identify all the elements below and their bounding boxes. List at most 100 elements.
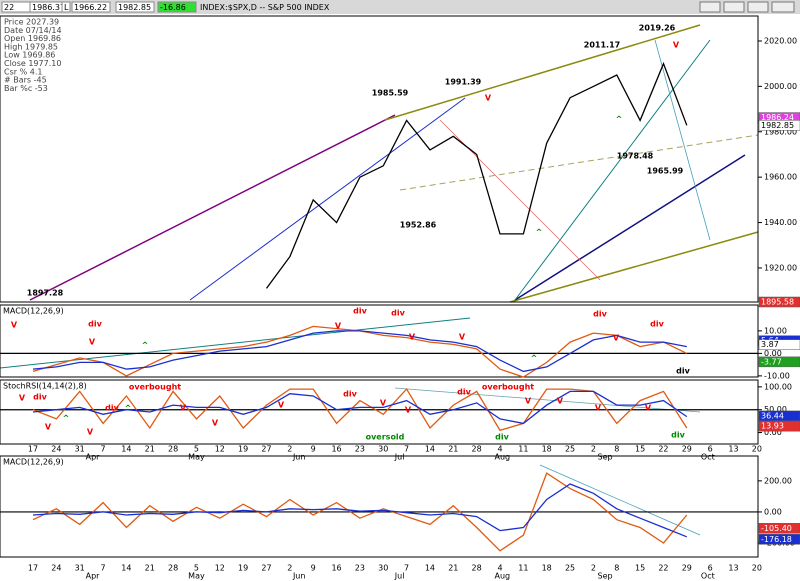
x-tick-label: 17 <box>28 445 38 454</box>
y-tick-label: 1980.00 <box>764 127 797 136</box>
x-tick-label: 8 <box>614 564 619 573</box>
annotation: div <box>343 390 357 399</box>
trendline <box>539 464 701 536</box>
value-tag <box>758 534 800 545</box>
annotation: div <box>391 309 405 318</box>
annotation: overbought <box>129 383 181 392</box>
annotation: div <box>353 307 367 316</box>
x-tick-label: 28 <box>472 445 482 454</box>
annotation: V <box>380 399 387 408</box>
annotation: 1985.59 <box>372 89 409 98</box>
annotation: V <box>45 423 52 432</box>
toolbar-value: L <box>64 3 69 12</box>
x-tick-label: 22 <box>658 445 668 454</box>
info-line: Close 1977.10 <box>4 59 61 68</box>
x-tick-label: 24 <box>51 445 61 454</box>
trendline <box>29 114 396 301</box>
y-tick-label: -10.00 <box>764 371 790 380</box>
series-line <box>32 388 688 432</box>
value-tag-label: 1982.85 <box>761 121 794 130</box>
x-tick-label: 2 <box>287 445 292 454</box>
x-tick-label: 7 <box>404 445 409 454</box>
value-tag-label: -105.40 <box>761 524 792 533</box>
x-tick-label: 7 <box>404 564 409 573</box>
info-line: Open 1969.86 <box>4 34 61 43</box>
annotation: div <box>671 431 685 440</box>
value-tag <box>758 420 800 432</box>
annotation: ^ <box>531 354 538 363</box>
value-tag <box>758 523 800 534</box>
month-label: May <box>188 453 205 462</box>
x-tick-label: 25 <box>565 445 575 454</box>
x-tick-label: 21 <box>145 445 155 454</box>
trendline <box>514 154 746 301</box>
x-tick-label: 29 <box>682 564 692 573</box>
month-label: Jun <box>292 572 306 581</box>
annotation: V <box>645 404 652 413</box>
info-line: Price 2027.39 <box>4 18 59 27</box>
x-tick-label: 2 <box>287 564 292 573</box>
x-tick-label: 5 <box>194 445 199 454</box>
x-tick-label: 11 <box>518 564 528 573</box>
info-line: High 1979.85 <box>4 42 58 51</box>
value-tag-label: 13.93 <box>761 422 784 431</box>
trendline <box>394 387 701 413</box>
month-label: Jul <box>394 453 405 462</box>
y-tick-label: 0.00 <box>764 507 782 516</box>
annotation: V <box>485 94 492 103</box>
month-label: Jul <box>394 572 405 581</box>
x-tick-label: 15 <box>635 445 645 454</box>
value-tag-label: 3.87 <box>761 340 779 349</box>
x-tick-label: 28 <box>168 564 178 573</box>
window-buttons[interactable] <box>699 1 795 13</box>
info-line: Date 07/14/14 <box>4 26 62 35</box>
x-tick-label: 19 <box>238 564 248 573</box>
value-tag-label: 36.44 <box>761 411 784 420</box>
month-label: May <box>188 572 205 581</box>
panel-title: MACD(12,26,9) <box>3 307 64 316</box>
annotation: ^ <box>536 228 543 237</box>
x-tick-label: 23 <box>355 445 365 454</box>
annotation: V <box>595 404 602 413</box>
x-tick-label: 21 <box>448 445 458 454</box>
x-tick-label: 15 <box>635 564 645 573</box>
value-tag <box>758 296 800 308</box>
button[interactable] <box>771 1 795 13</box>
toolbar-title: INDEX:$SPX,D -- S&P 500 INDEX <box>200 3 330 12</box>
toolbar-field <box>157 1 197 13</box>
annotation: 1991.39 <box>445 78 482 87</box>
annotation: 2019.26 <box>639 24 676 33</box>
button[interactable] <box>699 1 721 13</box>
x-tick-label: 2 <box>591 445 596 454</box>
x-tick-label: 6 <box>708 445 713 454</box>
x-tick-label: 5 <box>194 564 199 573</box>
annotation: V <box>557 397 564 406</box>
x-tick-label: 28 <box>472 564 482 573</box>
annotation: V <box>89 338 96 347</box>
series-line <box>32 483 688 538</box>
button[interactable] <box>747 1 769 13</box>
panel <box>0 379 759 445</box>
x-tick-label: 16 <box>331 445 341 454</box>
x-tick-label: 7 <box>101 445 106 454</box>
value-tag <box>758 410 800 422</box>
x-tick-label: 4 <box>497 445 502 454</box>
annotation: ^ <box>63 414 70 423</box>
annotation: ^ <box>125 404 132 413</box>
toolbar-value: 1966.22 <box>74 3 107 12</box>
trendline <box>514 39 711 301</box>
series-line <box>32 390 688 425</box>
x-tick-label: 21 <box>448 564 458 573</box>
x-tick-label: 4 <box>497 564 502 573</box>
annotation: V <box>673 41 680 50</box>
y-tick-label: 10.00 <box>764 326 787 335</box>
x-tick-label: 27 <box>261 445 271 454</box>
value-tag-label: 1895.58 <box>761 298 794 307</box>
annotation: V <box>459 333 466 342</box>
panel-title: StochRSI(14,14(2),8) <box>3 382 87 391</box>
button[interactable] <box>723 1 745 13</box>
annotation: V <box>19 394 26 403</box>
trendline <box>189 97 466 301</box>
x-tick-label: 31 <box>75 445 85 454</box>
x-tick-label: 8 <box>614 445 619 454</box>
